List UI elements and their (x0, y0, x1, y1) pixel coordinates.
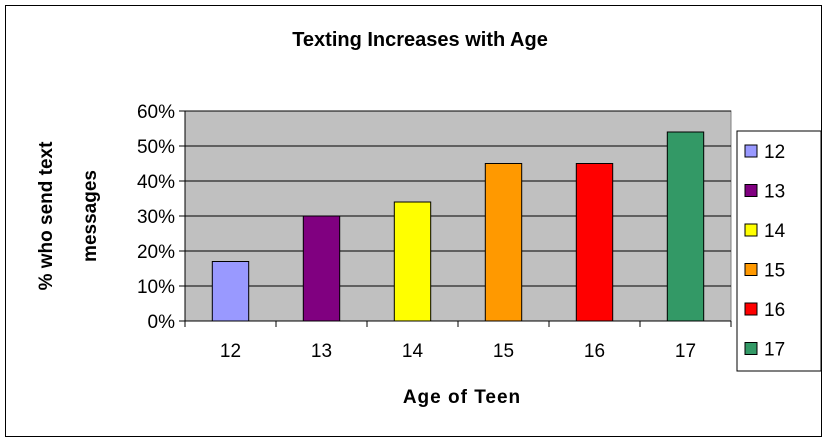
axes (179, 110, 732, 327)
x-tick-label: 12 (220, 341, 241, 362)
gridlines (185, 110, 731, 287)
y-axis-title-line-2: messages (80, 170, 101, 262)
legend: 12 13 14 15 16 17 (736, 130, 822, 372)
x-axis-title: Age of Teen (403, 387, 521, 408)
y-tick-label: 40% (137, 172, 175, 193)
y-tick-label: 10% (137, 277, 175, 298)
bars (211, 131, 705, 322)
bar-16 (575, 163, 614, 322)
legend-swatch-14 (744, 223, 758, 237)
y-tick-label: 20% (137, 242, 175, 263)
y-tick-label: 0% (148, 312, 176, 333)
x-tick-label: 15 (493, 341, 514, 362)
chart-title: Texting Increases with Age (292, 29, 548, 51)
x-tick-label: 16 (584, 341, 605, 362)
legend-swatch-17 (744, 342, 758, 355)
y-tick-label: 60% (137, 102, 175, 123)
bar-14 (393, 201, 432, 322)
legend-box (736, 130, 822, 372)
legend-swatch-15 (744, 263, 758, 276)
legend-label-14: 14 (764, 221, 786, 242)
bar-15 (484, 163, 523, 322)
y-tick-labels: 0% 10% 20% 30% 40% 50% 60% (137, 102, 175, 333)
legend-label-15: 15 (764, 261, 785, 282)
legend-entries: 12 13 14 15 16 17 (744, 142, 786, 361)
y-tick-label: 30% (137, 207, 175, 228)
bar-17 (666, 131, 705, 322)
x-tick-label: 13 (311, 341, 332, 362)
y-tick-label: 50% (137, 137, 175, 158)
bar-13 (302, 215, 341, 322)
y-axis-title: % who send text messages (36, 141, 101, 291)
bar-12 (211, 261, 250, 322)
legend-swatch-13 (744, 184, 758, 197)
legend-label-13: 13 (764, 182, 785, 203)
x-tick-labels: 12 13 14 15 16 17 (220, 341, 696, 362)
legend-label-12: 12 (764, 142, 785, 163)
legend-swatch-16 (744, 302, 758, 316)
x-tick-label: 14 (402, 341, 424, 362)
legend-label-16: 16 (764, 300, 785, 321)
x-tick-label: 17 (675, 341, 696, 362)
legend-swatch-12 (744, 144, 758, 158)
legend-label-17: 17 (764, 340, 785, 361)
y-axis-title-line-1: % who send text (36, 141, 57, 291)
